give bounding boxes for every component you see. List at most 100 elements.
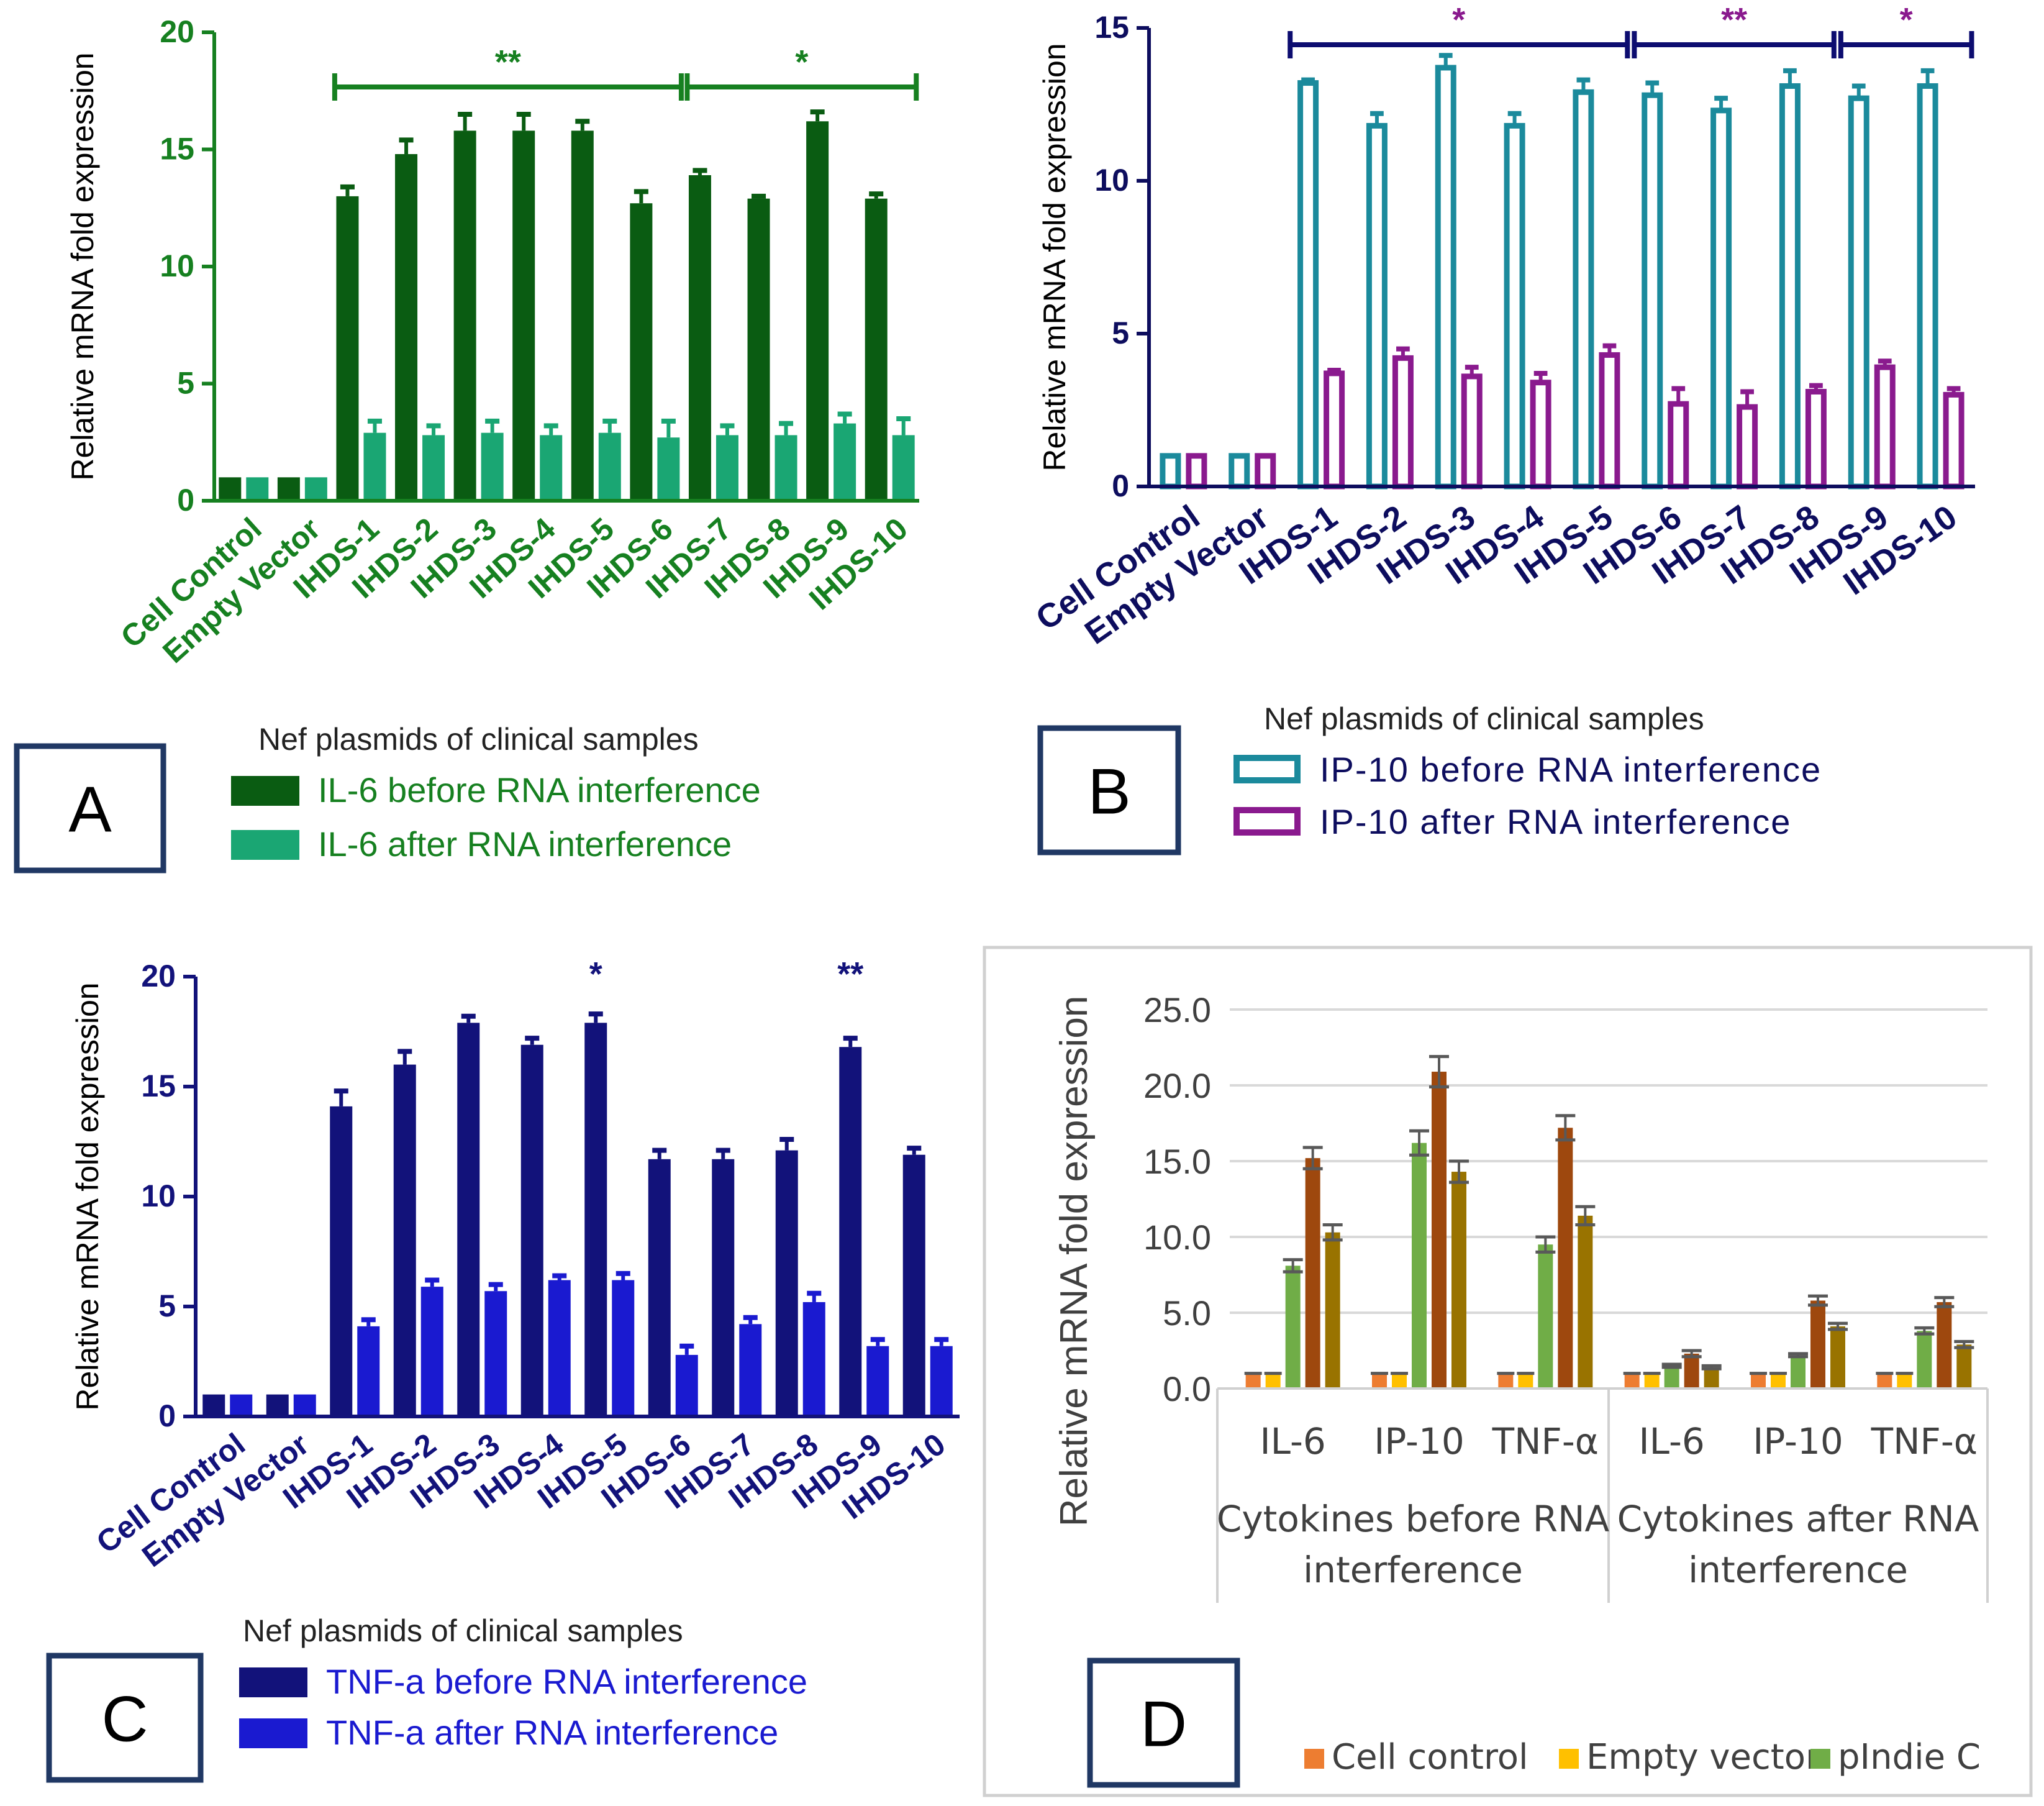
y-tick-label: 10 [160, 249, 194, 283]
legend-swatch [1304, 1749, 1324, 1769]
legend-title: Nef plasmids of clinical samples [243, 1613, 683, 1648]
bar-tnf-a-before-rna-interference-ihds-6 [648, 1159, 671, 1416]
legend-title: Nef plasmids of clinical samples [1264, 701, 1704, 736]
bar-il-6-after-rna-interference-ihds-7 [715, 435, 738, 501]
significance-label: ** [837, 955, 863, 993]
bar-tnf-a-after-rna-interference-ihds-1 [357, 1326, 380, 1416]
y-tick-label: 0 [177, 483, 194, 518]
y-tick-label: 20.0 [1143, 1066, 1211, 1105]
bar-0-5 [1877, 1373, 1892, 1389]
bar-ip-10-before-rna-interference-ihds-4 [1504, 122, 1525, 490]
bar-il-6-after-rna-interference-ihds-10 [892, 435, 915, 501]
bar-il-6-after-rna-interference-ihds-8 [774, 435, 797, 501]
legend-swatch [239, 1718, 307, 1748]
x-tick-label: TNF-α [1492, 1420, 1599, 1462]
bar-3-0 [1305, 1158, 1320, 1389]
y-tick-label: 5 [177, 366, 194, 401]
bar-4-5 [1956, 1344, 1972, 1389]
legend-swatch [231, 776, 299, 806]
bar-3-3 [1684, 1353, 1699, 1389]
bar-tnf-a-after-rna-interference-ihds-5 [612, 1280, 635, 1416]
bar-il-6-after-rna-interference-ihds-1 [363, 432, 386, 501]
bar-1-1 [1392, 1373, 1407, 1389]
bar-1-5 [1897, 1373, 1912, 1389]
bar-1-2 [1518, 1373, 1533, 1389]
bar-tnf-a-after-rna-interference-ihds-2 [420, 1287, 443, 1416]
panel-label-box [14, 743, 166, 873]
bar-3-1 [1432, 1072, 1447, 1389]
bar-ip-10-before-rna-interference-ihds-9 [1848, 95, 1869, 490]
bar-0-2 [1498, 1373, 1514, 1389]
bar-2-3 [1664, 1366, 1679, 1389]
bar-2-4 [1791, 1355, 1806, 1389]
y-tick-label: 0.0 [1163, 1369, 1211, 1408]
bar-il-6-before-rna-interference-ihds-2 [395, 154, 418, 501]
bar-ip-10-after-rna-interference-ihds-10 [1943, 391, 1965, 490]
bar-il-6-after-rna-interference-cell-control [246, 477, 269, 501]
bar-0-0 [1245, 1373, 1261, 1389]
bar-1-4 [1771, 1373, 1786, 1389]
x-tick-label: IP-10 [1374, 1420, 1465, 1462]
significance-label: * [1452, 1, 1465, 39]
bar-ip-10-before-rna-interference-ihds-1 [1297, 80, 1319, 490]
bar-il-6-before-rna-interference-ihds-9 [806, 121, 829, 501]
bar-tnf-a-after-rna-interference-ihds-6 [675, 1354, 698, 1416]
bar-tnf-a-before-rna-interference-ihds-10 [902, 1154, 925, 1416]
bar-4-4 [1830, 1326, 1845, 1389]
y-tick-label: 20 [160, 14, 194, 49]
bar-tnf-a-after-rna-interference-cell-control [230, 1394, 253, 1416]
bar-1-0 [1265, 1373, 1281, 1389]
bar-ip-10-after-rna-interference-ihds-9 [1874, 364, 1896, 490]
y-axis-label: Relative mRNA fold expression [1037, 43, 1072, 471]
bar-il-6-after-rna-interference-ihds-3 [481, 432, 504, 501]
panel-label-box [46, 1653, 204, 1783]
y-axis-label: Relative mRNA fold expression [1053, 996, 1096, 1527]
bar-tnf-a-after-rna-interference-ihds-3 [484, 1291, 507, 1416]
bar-3-2 [1558, 1128, 1573, 1389]
bar-tnf-a-before-rna-interference-cell-control [202, 1394, 225, 1416]
significance-label: * [589, 955, 602, 993]
bar-1-3 [1644, 1373, 1660, 1389]
chart-panel-a: 0 5 10 15 20 Relative mRNA fold expression Cel… [0, 0, 1022, 895]
y-tick-label: 5 [1112, 316, 1129, 350]
legend-entry: TNF-a after RNA interference [326, 1713, 778, 1752]
bar-il-6-after-rna-interference-ihds-5 [598, 432, 621, 501]
bar-tnf-a-before-rna-interference-ihds-2 [393, 1064, 416, 1416]
bar-ip-10-before-rna-interference-ihds-8 [1779, 83, 1801, 490]
group-label: interference [1688, 1549, 1908, 1591]
bar-ip-10-after-rna-interference-ihds-2 [1392, 355, 1414, 490]
bar-il-6-after-rna-interference-ihds-2 [422, 435, 445, 501]
x-tick-label: TNF-α [1871, 1420, 1978, 1462]
legend-swatch [239, 1667, 307, 1697]
bar-ip-10-after-rna-interference-ihds-3 [1461, 373, 1483, 490]
significance-label: ** [495, 43, 521, 81]
bar-ip-10-after-rna-interference-ihds-1 [1324, 370, 1345, 490]
panel-label: C [101, 1683, 148, 1755]
group-label: Cytokines before RNA [1217, 1498, 1610, 1540]
bar-il-6-before-rna-interference-ihds-10 [865, 198, 888, 501]
bar-il-6-before-rna-interference-ihds-1 [336, 196, 359, 501]
x-tick-label: IP-10 [1753, 1420, 1843, 1462]
y-tick-label: 15 [1094, 10, 1129, 45]
bar-0-4 [1751, 1373, 1766, 1389]
significance-label: * [1900, 1, 1913, 39]
bar-tnf-a-before-rna-interference-ihds-4 [520, 1044, 543, 1416]
y-tick-label: 15 [141, 1069, 176, 1103]
bar-il-6-before-rna-interference-ihds-4 [512, 130, 535, 501]
bar-il-6-before-rna-interference-empty-vector [277, 477, 300, 501]
bar-ip-10-before-rna-interference-ihds-6 [1642, 92, 1663, 490]
bar-ip-10-after-rna-interference-ihds-4 [1530, 380, 1551, 490]
x-tick-label: IL-6 [1639, 1420, 1705, 1462]
bar-tnf-a-before-rna-interference-ihds-9 [839, 1047, 862, 1416]
x-tick-label: IL-6 [1260, 1420, 1326, 1462]
bar-il-6-after-rna-interference-ihds-6 [657, 437, 680, 501]
bar-tnf-a-after-rna-interference-ihds-4 [548, 1280, 571, 1416]
legend-entry: IL-6 after RNA interference [318, 824, 732, 864]
bar-ip-10-before-rna-interference-ihds-10 [1917, 83, 1938, 490]
y-tick-label: 10 [141, 1179, 176, 1213]
bar-il-6-before-rna-interference-ihds-6 [630, 203, 653, 501]
panel-label-box [1087, 1658, 1240, 1788]
bar-ip-10-before-rna-interference-ihds-3 [1435, 65, 1456, 490]
